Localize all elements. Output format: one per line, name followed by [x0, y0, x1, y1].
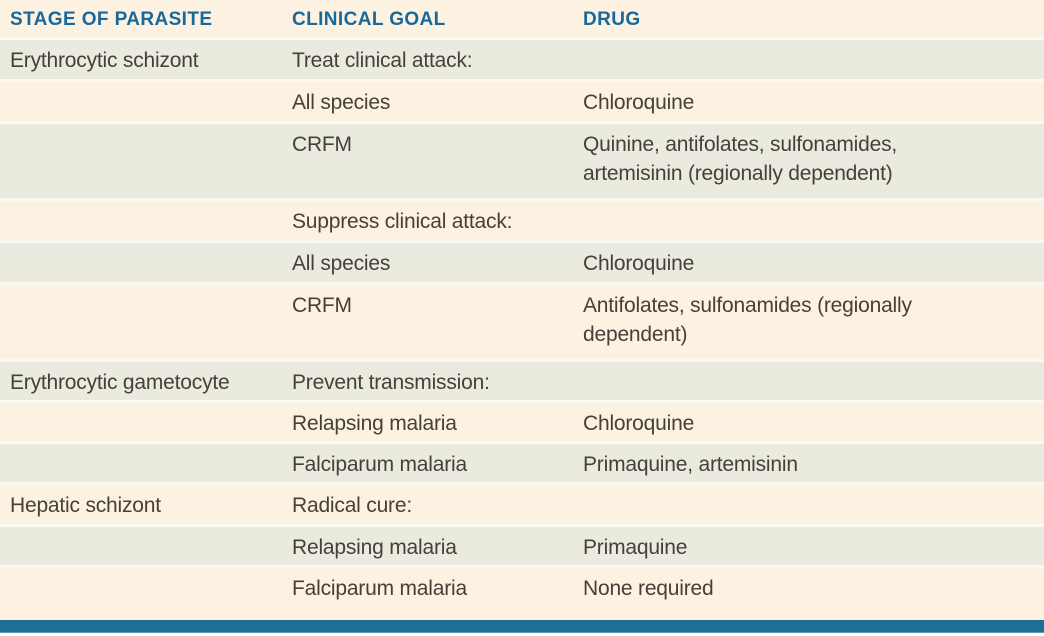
drug-cell: Quinine, antifolates, sulfonamides, arte…: [583, 133, 898, 185]
table-header-row: STAGE OF PARASITE CLINICAL GOAL DRUG: [0, 0, 1044, 37]
table-row: Erythrocytic gametocyte Prevent transmis…: [0, 362, 1044, 400]
goal-cell: Relapsing malaria: [292, 536, 457, 559]
drug-cell: Primaquine: [583, 536, 688, 559]
table-row: All species Chloroquine: [0, 243, 1044, 282]
goal-cell: Radical cure:: [292, 494, 412, 517]
column-header-clinical-goal: CLINICAL GOAL: [292, 9, 446, 30]
column-header-stage: STAGE OF PARASITE: [10, 9, 213, 30]
table-row: Suppress clinical attack:: [0, 201, 1044, 240]
goal-cell: Treat clinical attack:: [292, 49, 473, 72]
goal-cell: Relapsing malaria: [292, 412, 457, 435]
stage-cell: Hepatic schizont: [10, 494, 161, 517]
page-margin: [0, 633, 1044, 636]
table-row: Erythrocytic schizont Treat clinical att…: [0, 40, 1044, 79]
drug-cell: Chloroquine: [583, 91, 695, 114]
goal-cell: Suppress clinical attack:: [292, 210, 513, 233]
table-row: Falciparum malaria Primaquine, artemisin…: [0, 444, 1044, 482]
goal-cell: CRFM: [292, 294, 352, 317]
table-body: STAGE OF PARASITE CLINICAL GOAL DRUG Ery…: [0, 0, 1044, 620]
goal-cell: All species: [292, 252, 391, 275]
table-row: Relapsing malaria Chloroquine: [0, 403, 1044, 441]
table-row: All species Chloroquine: [0, 82, 1044, 121]
table-bottom-rule: [0, 620, 1044, 633]
table-row: Hepatic schizont Radical cure:: [0, 485, 1044, 524]
goal-cell: Prevent transmission:: [292, 371, 490, 394]
column-header-drug: DRUG: [583, 9, 641, 30]
drug-cell: None required: [583, 577, 714, 600]
stage-cell: Erythrocytic gametocyte: [10, 371, 230, 394]
table-row: CRFM Antifolates, sulfonamides (regional…: [0, 285, 1044, 359]
drug-cell: Chloroquine: [583, 252, 695, 275]
table-row: Falciparum malaria None required: [0, 568, 1044, 620]
table-row: CRFM Quinine, antifolates, sulfonamides,…: [0, 124, 1044, 198]
goal-cell: All species: [292, 91, 391, 114]
drug-cell: Antifolates, sulfonamides (regionally de…: [583, 294, 912, 346]
table-row: Relapsing malaria Primaquine: [0, 527, 1044, 565]
goal-cell: Falciparum malaria: [292, 577, 467, 600]
stage-cell: Erythrocytic schizont: [10, 49, 199, 72]
goal-cell: Falciparum malaria: [292, 453, 467, 476]
drug-cell: Primaquine, artemisinin: [583, 453, 798, 476]
goal-cell: CRFM: [292, 133, 352, 156]
drug-cell: Chloroquine: [583, 412, 695, 435]
